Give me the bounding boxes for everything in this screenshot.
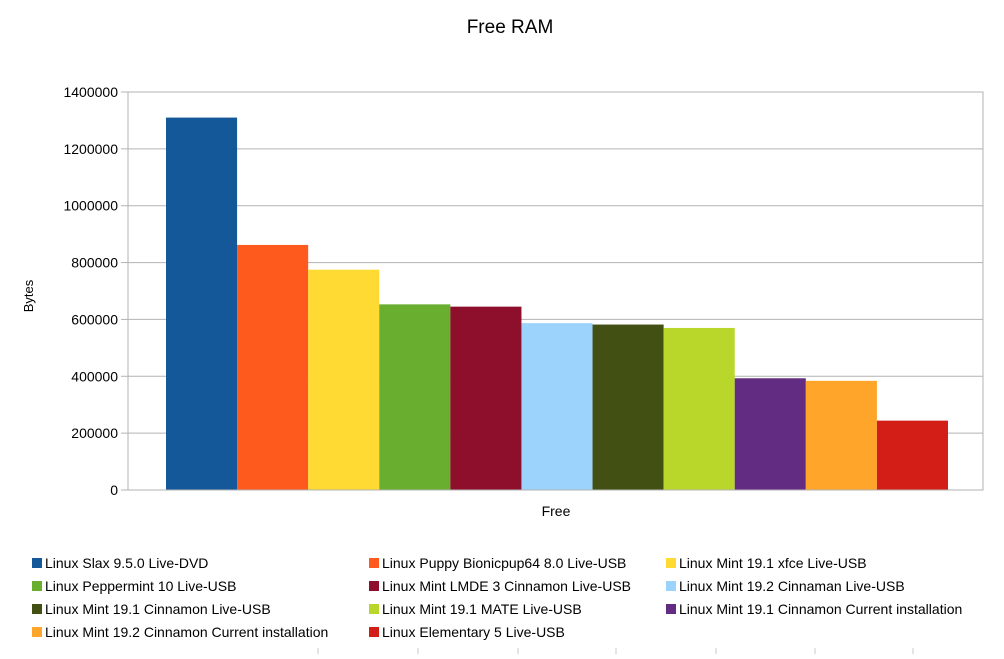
bar — [592, 324, 664, 490]
bar — [450, 306, 522, 490]
legend-swatch — [32, 627, 42, 637]
y-tick-label: 400000 — [71, 368, 118, 384]
bar — [521, 323, 593, 490]
y-axis-ticks: 0 200000 400000 600000 800000 1000000 1200000 1… — [63, 84, 128, 498]
bar — [734, 378, 806, 490]
bar — [876, 420, 948, 490]
legend-label: Linux Slax 9.5.0 Live-DVD — [45, 555, 208, 571]
legend-label: Linux Peppermint 10 Live-USB — [45, 578, 236, 594]
bar — [166, 117, 238, 490]
legend-swatch — [369, 558, 379, 568]
legend-label: Linux Mint 19.1 Cinnamon Live-USB — [45, 601, 271, 617]
legend-swatch — [369, 581, 379, 591]
y-tick-label: 1000000 — [63, 198, 118, 214]
legend-swatch — [666, 558, 676, 568]
legend-label: Linux Mint 19.1 MATE Live-USB — [382, 601, 582, 617]
bar — [237, 244, 309, 490]
legend-swatch — [32, 604, 42, 614]
y-tick-label: 0 — [110, 482, 118, 498]
legend-label: Linux Mint 19.2 Cinnamon Current install… — [45, 624, 328, 640]
bar — [663, 327, 735, 490]
legend-swatch — [32, 558, 42, 568]
chart-title: Free RAM — [467, 17, 554, 38]
legend-label: Linux Mint 19.1 xfce Live-USB — [679, 555, 867, 571]
y-tick-label: 1200000 — [63, 141, 118, 157]
legend-label: Linux Elementary 5 Live-USB — [382, 624, 565, 640]
y-axis-title: Bytes — [21, 279, 36, 312]
legend-swatch — [369, 627, 379, 637]
bars — [166, 117, 948, 490]
y-tick-label: 1400000 — [63, 84, 118, 100]
bar — [379, 304, 451, 490]
y-tick-label: 800000 — [71, 255, 118, 271]
legend-label: Linux Mint LMDE 3 Cinnamon Live-USB — [382, 578, 631, 594]
legend-swatch — [32, 581, 42, 591]
legend-swatch — [666, 581, 676, 591]
legend-label: Linux Mint 19.2 Cinnaman Live-USB — [679, 578, 905, 594]
legend-swatch — [666, 604, 676, 614]
bar — [805, 380, 877, 490]
legend-swatch — [369, 604, 379, 614]
legend: Linux Slax 9.5.0 Live-DVD Linux Puppy Bio… — [32, 555, 962, 640]
y-tick-label: 600000 — [71, 311, 118, 327]
page-bottom-marks — [317, 648, 914, 654]
bar — [308, 269, 380, 490]
x-tick-label: Free — [542, 503, 571, 519]
y-tick-label: 200000 — [71, 425, 118, 441]
legend-label: Linux Mint 19.1 Cinnamon Current install… — [679, 601, 962, 617]
legend-label: Linux Puppy Bionicpup64 8.0 Live-USB — [382, 555, 626, 571]
